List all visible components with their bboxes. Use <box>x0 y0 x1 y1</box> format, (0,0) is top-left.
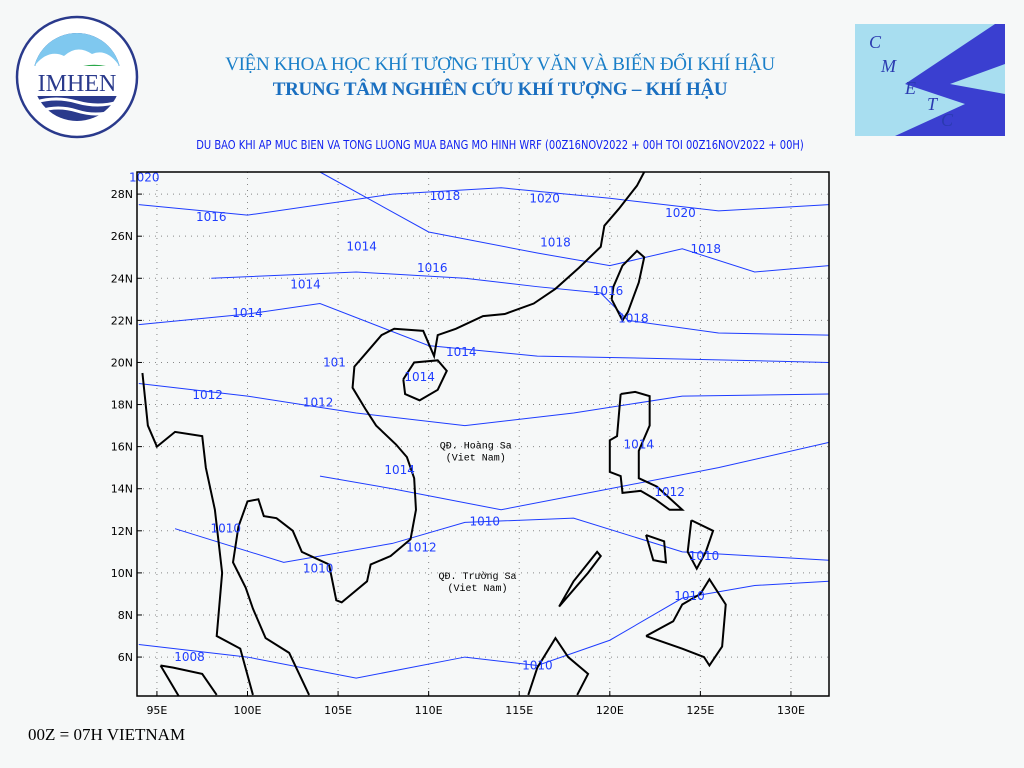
isobar-label: 1014 <box>346 240 377 254</box>
isobar-label: 1018 <box>618 311 649 325</box>
coastline <box>686 519 715 571</box>
y-tick-label: 14N <box>111 483 133 496</box>
coastline <box>402 359 448 402</box>
svg-text:T: T <box>927 94 939 114</box>
isobar-label: 1016 <box>593 284 624 298</box>
y-tick-label: 24N <box>111 272 133 285</box>
coastline <box>527 636 590 696</box>
isobar-label: 1012 <box>654 485 685 499</box>
isobar-line <box>319 171 830 273</box>
coastline <box>231 171 646 696</box>
isobar-label: 1018 <box>540 235 571 249</box>
x-tick-label: 105E <box>324 704 352 717</box>
y-tick-label: 10N <box>111 567 133 580</box>
y-tick-label: 16N <box>111 441 133 454</box>
isobar-label: 1008 <box>174 650 205 664</box>
coastline <box>558 550 603 608</box>
timezone-note: 00Z = 07H VIETNAM <box>28 725 186 744</box>
y-tick-label: 26N <box>111 230 133 243</box>
isobar-label: 1018 <box>430 189 461 203</box>
isobar-line <box>138 382 830 427</box>
x-tick-label: 115E <box>505 704 533 717</box>
isobar-label: 1012 <box>303 395 334 409</box>
svg-text:C: C <box>869 32 882 52</box>
archipelago-label: QĐ. Hoàng Sa <box>440 441 512 453</box>
y-tick-label: 22N <box>111 314 133 327</box>
isobar-label: 1020 <box>665 206 696 220</box>
coastline <box>645 577 727 668</box>
isobar-label: 1014 <box>232 306 263 320</box>
isobar-line <box>319 441 830 511</box>
isobar-label: 1014 <box>624 438 655 452</box>
y-tick-label: 20N <box>111 356 133 369</box>
isobar-label: 1010 <box>689 549 720 563</box>
archipelago-country-label: (Viet Nam) <box>448 583 508 595</box>
isobar-label: 1018 <box>691 242 722 256</box>
imhen-logo: IMHEN <box>15 15 139 139</box>
archipelago-label: QĐ. Trường Sa <box>439 571 517 583</box>
isobar-label: 1012 <box>406 541 437 555</box>
logo-text: IMHEN <box>38 71 117 97</box>
y-tick-label: 8N <box>118 609 133 622</box>
x-tick-label: 130E <box>777 704 805 717</box>
isobar-label: 1014 <box>290 278 321 292</box>
isobar-label: 1016 <box>196 210 227 224</box>
forecast-subtitle: DU BAO KHI AP MUC BIEN VA TONG LUONG MUA… <box>196 138 804 152</box>
isobar-label: 1012 <box>192 388 223 402</box>
y-tick-label: 6N <box>118 651 133 664</box>
isobar-line <box>211 271 830 336</box>
coastline <box>160 664 218 696</box>
svg-text:M: M <box>880 56 897 76</box>
svg-text:E: E <box>904 78 916 98</box>
coastline <box>645 534 668 564</box>
coastline <box>141 372 254 696</box>
isobar-line <box>138 187 830 216</box>
x-tick-label: 125E <box>686 704 714 717</box>
x-tick-label: 95E <box>146 704 167 717</box>
map-frame <box>136 171 830 697</box>
isobar-label: 1010 <box>210 522 241 536</box>
isobar-label: 1020 <box>529 191 560 205</box>
isobar-label: 101 <box>323 355 346 369</box>
y-tick-label: 18N <box>111 399 133 412</box>
isobar-label: 1014 <box>404 370 435 384</box>
svg-text:C: C <box>941 110 954 130</box>
x-tick-label: 100E <box>234 704 262 717</box>
x-tick-label: 120E <box>596 704 624 717</box>
isobar-label: 1010 <box>674 589 705 603</box>
x-tick-label: 110E <box>415 704 443 717</box>
y-tick-label: 28N <box>111 188 133 201</box>
coastline <box>608 390 685 511</box>
coastline <box>610 249 646 323</box>
isobar-label: 1016 <box>417 261 448 275</box>
isobar-label: 1014 <box>384 463 415 477</box>
institute-title: VIỆN KHOA HỌC KHÍ TƯỢNG THỦY VĂN VÀ BIẾN… <box>225 54 775 75</box>
isobar-label: 1014 <box>446 345 477 359</box>
isobar-line <box>174 517 830 563</box>
coastline <box>159 664 180 697</box>
isobar-label: 1010 <box>522 658 553 672</box>
isobar-line <box>138 580 830 679</box>
y-tick-label: 12N <box>111 525 133 538</box>
isobar-label: 1010 <box>303 562 334 576</box>
archipelago-country-label: (Viet Nam) <box>446 453 506 465</box>
isobar-label: 1010 <box>470 514 501 528</box>
center-title: TRUNG TÂM NGHIÊN CỨU KHÍ TƯỢNG – KHÍ HẬU <box>272 79 728 100</box>
